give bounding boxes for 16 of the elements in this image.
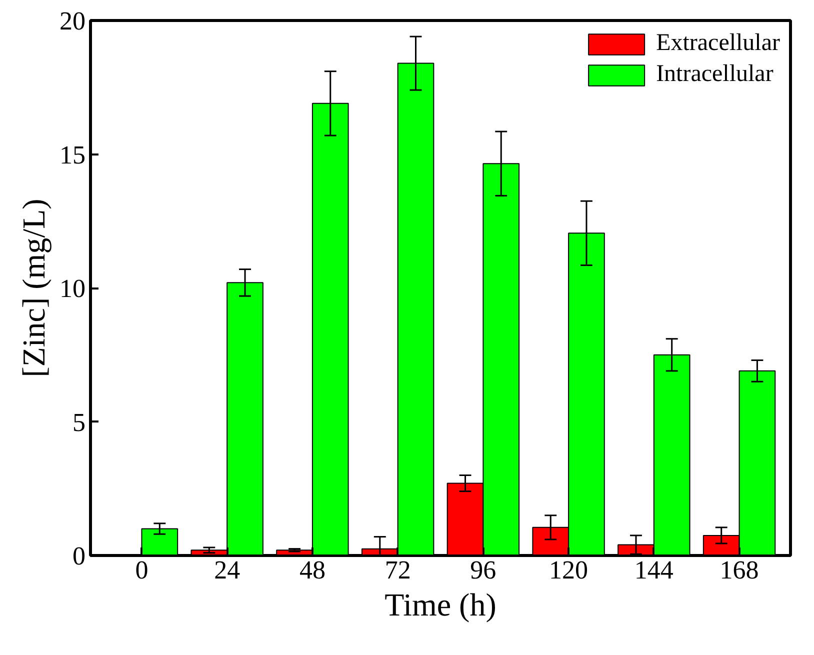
x-tick-label: 24 <box>214 556 240 584</box>
x-tick-label: 168 <box>720 556 759 584</box>
x-tick-label: 0 <box>135 556 148 584</box>
legend-label: Extracellular <box>656 30 780 57</box>
y-axis-title: [Zinc] (mg/L) <box>16 198 52 378</box>
x-tick-label: 144 <box>634 556 674 584</box>
x-tick-label: 120 <box>549 556 588 584</box>
x-tick-label: 48 <box>299 556 326 584</box>
x-axis-title: Time (h) <box>384 586 496 622</box>
legend-label: Intracellular <box>656 61 774 88</box>
y-tick-label: 5 <box>72 408 86 437</box>
x-tick-label: 72 <box>384 556 411 584</box>
y-tick-label: 10 <box>60 274 86 303</box>
y-tick-label: 15 <box>60 140 86 170</box>
x-tick-label: 96 <box>470 556 496 584</box>
y-tick-label: 20 <box>60 6 86 36</box>
